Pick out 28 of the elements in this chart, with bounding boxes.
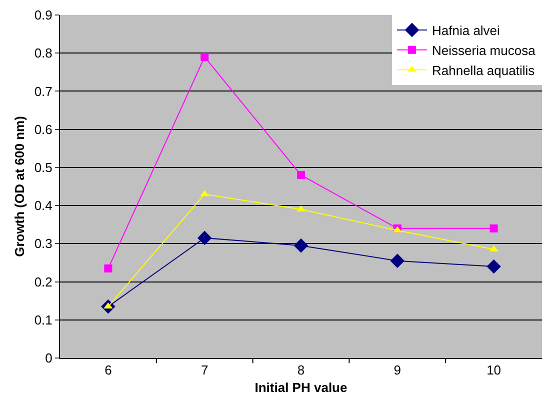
y-tick-label: 0 bbox=[45, 350, 52, 366]
x-tick-label: 6 bbox=[104, 362, 112, 378]
y-tick-label: 0.7 bbox=[34, 84, 52, 99]
point bbox=[200, 52, 209, 61]
legend-label: Neisseria mucosa bbox=[432, 42, 536, 58]
y-tick-label: 0.4 bbox=[34, 198, 52, 214]
point bbox=[390, 254, 405, 268]
x-axis-title: Initial PH value bbox=[254, 380, 348, 396]
x-tick-label: 8 bbox=[297, 362, 305, 378]
x-tick-label: 9 bbox=[394, 362, 402, 378]
point bbox=[197, 230, 212, 246]
y-tick-label: 0.8 bbox=[34, 46, 52, 61]
y-tick-label: 0.3 bbox=[34, 236, 52, 252]
point bbox=[486, 259, 501, 274]
point bbox=[104, 264, 112, 272]
x-tick-label: 7 bbox=[200, 362, 208, 378]
y-axis-title: Growth (OD at 600 nm) bbox=[12, 116, 27, 257]
point bbox=[294, 238, 308, 253]
legend-label: Hafnia alvei bbox=[432, 23, 500, 38]
y-tick-label: 0.2 bbox=[34, 274, 52, 290]
y-tick-label: 0.6 bbox=[34, 122, 52, 137]
y-tick-label: 0.5 bbox=[34, 160, 52, 175]
point bbox=[297, 171, 305, 180]
x-tick-label: 10 bbox=[486, 362, 502, 378]
y-tick-label: 0.1 bbox=[34, 312, 52, 328]
point bbox=[490, 224, 498, 232]
legend-label: Rahnella aquatilis bbox=[432, 62, 536, 78]
y-tick-label: 0.9 bbox=[34, 8, 52, 23]
